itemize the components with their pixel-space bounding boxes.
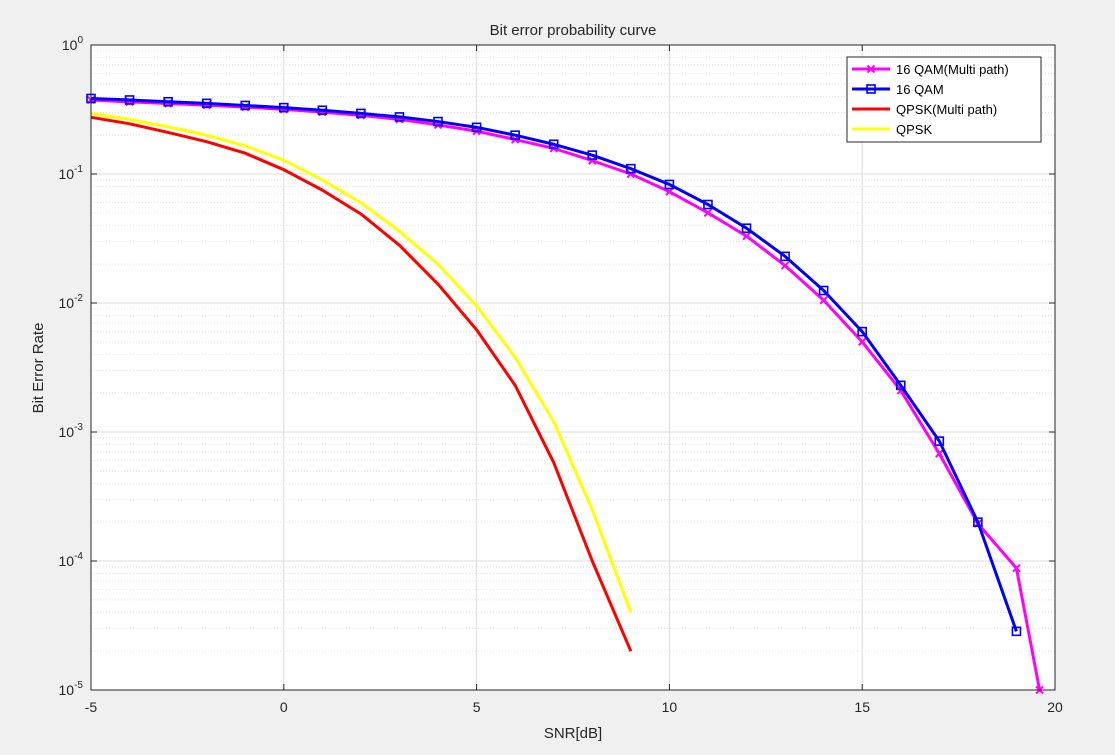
data-point bbox=[895, 380, 906, 391]
data-point bbox=[665, 187, 674, 196]
data-point bbox=[124, 95, 135, 105]
data-point bbox=[934, 436, 945, 446]
y-tick-label: 10-4 bbox=[59, 551, 84, 569]
data-point bbox=[780, 251, 790, 262]
legend-item: QPSK bbox=[852, 122, 932, 137]
data-point bbox=[703, 199, 713, 210]
data-point bbox=[866, 84, 876, 94]
series-line bbox=[90, 98, 1042, 691]
data-point bbox=[664, 179, 675, 190]
data-point bbox=[163, 96, 173, 107]
data-point bbox=[356, 108, 366, 119]
series-layer bbox=[86, 93, 1044, 695]
data-point bbox=[626, 163, 636, 174]
data-point bbox=[588, 156, 597, 165]
data-point bbox=[626, 169, 636, 179]
data-point bbox=[703, 208, 713, 218]
x-axis: -5 0 5 10 15 20 bbox=[85, 45, 1063, 715]
data-point bbox=[278, 102, 289, 113]
series-line bbox=[90, 115, 633, 652]
plot-area bbox=[91, 45, 1055, 690]
plot-frame bbox=[90, 44, 1056, 691]
data-point bbox=[973, 517, 983, 527]
legend-item: 16 QAM bbox=[852, 82, 944, 97]
data-point bbox=[433, 116, 443, 127]
data-point bbox=[857, 337, 867, 347]
data-point bbox=[935, 449, 944, 458]
x-tick-label: -5 bbox=[85, 699, 98, 715]
data-point bbox=[201, 98, 212, 109]
data-point bbox=[1011, 626, 1022, 637]
series-3 bbox=[90, 111, 633, 613]
legend: 16 QAM(Multi path) 16 QAM QPSK(Multi path)… bbox=[846, 56, 1042, 143]
y-tick-label: 10-3 bbox=[59, 422, 84, 440]
data-point bbox=[240, 100, 251, 111]
legend-label: QPSK(Multi path) bbox=[896, 102, 997, 117]
data-point bbox=[471, 122, 482, 133]
x-tick-label: 10 bbox=[662, 699, 678, 715]
data-point bbox=[1012, 563, 1021, 573]
series-2 bbox=[90, 115, 633, 652]
y-axis: 100 10-1 10-2 10-3 10-4 10-5 bbox=[59, 35, 1055, 698]
y-tick-label: 10-1 bbox=[59, 164, 84, 182]
y-tick-label: 10-5 bbox=[59, 680, 84, 698]
y-tick-label: 10-2 bbox=[59, 293, 84, 311]
legend-item: QPSK(Multi path) bbox=[852, 102, 997, 117]
data-point bbox=[548, 139, 559, 150]
x-tick-label: 5 bbox=[473, 699, 481, 715]
data-point bbox=[742, 231, 751, 241]
x-tick-label: 15 bbox=[854, 699, 870, 715]
data-point bbox=[741, 223, 752, 234]
legend-label: 16 QAM bbox=[896, 82, 944, 97]
legend-label: QPSK bbox=[896, 122, 932, 137]
y-tick-label: 100 bbox=[62, 35, 84, 53]
x-tick-label: 0 bbox=[280, 699, 288, 715]
data-point bbox=[866, 64, 876, 74]
y-axis-label: Bit Error Rate bbox=[30, 323, 47, 414]
x-tick-label: 20 bbox=[1047, 699, 1063, 715]
chart-title: Bit error probability curve bbox=[490, 22, 657, 39]
data-point bbox=[510, 130, 520, 140]
legend-item: 16 QAM(Multi path) bbox=[852, 62, 1009, 77]
data-point bbox=[818, 285, 829, 296]
data-point bbox=[394, 112, 405, 122]
series-line bbox=[90, 96, 1018, 632]
series-line bbox=[90, 111, 633, 613]
data-point bbox=[857, 326, 868, 337]
data-point bbox=[587, 150, 598, 160]
x-axis-label: SNR[dB] bbox=[544, 725, 602, 742]
series-1 bbox=[86, 93, 1022, 637]
data-point bbox=[819, 296, 828, 305]
data-point bbox=[780, 261, 790, 270]
data-point bbox=[317, 105, 328, 116]
legend-label: 16 QAM(Multi path) bbox=[896, 62, 1009, 77]
